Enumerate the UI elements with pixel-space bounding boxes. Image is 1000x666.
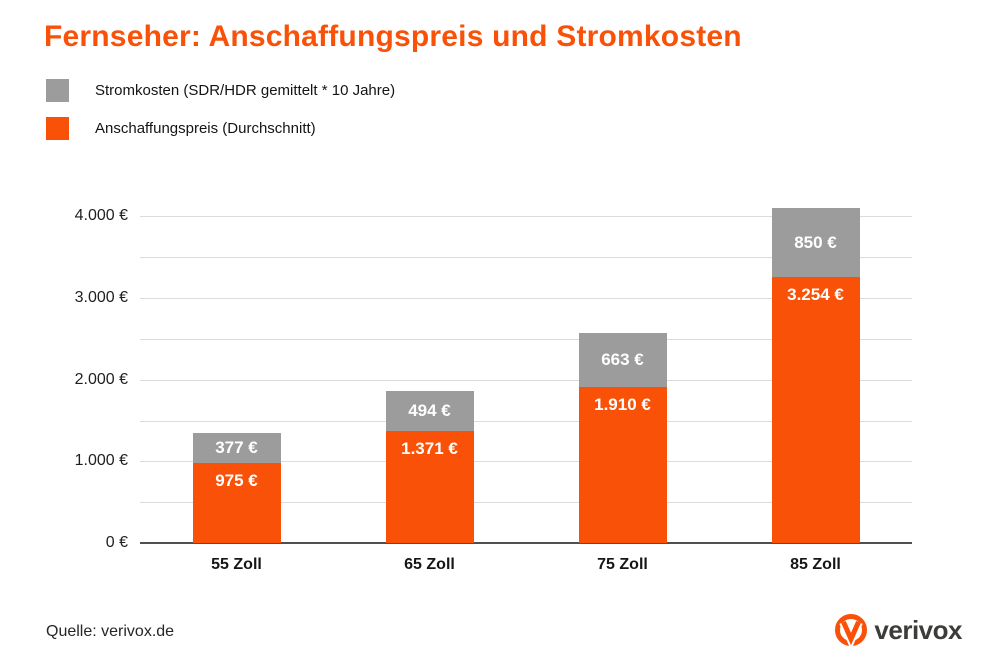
- legend-swatch-anschaffungspreis: [46, 116, 69, 140]
- gridline: [140, 461, 912, 463]
- y-axis-tick-label: 4.000 €: [74, 207, 128, 225]
- bar-value-label-anschaffungspreis: 1.910 €: [594, 395, 651, 415]
- y-axis-tick-label: 0 €: [105, 534, 128, 551]
- bar-value-label-stromkosten: 850 €: [794, 232, 837, 252]
- x-axis-category-label: 55 Zoll: [211, 556, 262, 573]
- verivox-logo-icon: [835, 614, 868, 648]
- bar-segment-stromkosten: [771, 207, 860, 278]
- legend: Stromkosten (SDR/HDR gemittelt * 10 Jahr…: [46, 78, 395, 154]
- gridline: [140, 298, 912, 299]
- legend-swatch-stromkosten: [46, 78, 69, 102]
- x-axis-category-label: 85 Zoll: [790, 556, 841, 573]
- bar-value-label-stromkosten: 377 €: [215, 437, 258, 457]
- gridline: [140, 420, 912, 422]
- bar-segment-anschaffungspreis: [385, 431, 474, 543]
- gridline: [140, 338, 912, 340]
- bar-segment-stromkosten: [578, 332, 667, 388]
- gridline: [140, 216, 912, 218]
- bar-segment-anschaffungspreis: [771, 277, 860, 543]
- legend-item-stromkosten: Stromkosten (SDR/HDR gemittelt * 10 Jahr…: [46, 78, 395, 102]
- bar-value-label-anschaffungspreis: 1.371 €: [401, 439, 458, 459]
- gridline: [140, 502, 912, 504]
- bar-value-label-stromkosten: 663 €: [601, 349, 644, 369]
- verivox-logo: verivox: [833, 612, 962, 648]
- gridline: [140, 257, 912, 259]
- chart-title: Fernseher: Anschaffungspreis und Stromko…: [44, 20, 742, 53]
- bar-segment-stromkosten: [192, 432, 281, 464]
- bar-segment-anschaffungspreis: [192, 463, 281, 543]
- bar-segment-stromkosten: [385, 390, 474, 432]
- gridline: [140, 379, 912, 381]
- plot-area: 0 € 1.000 € 2.000 € 3.000 € 4.000 € 975 € 377 …: [75, 200, 912, 573]
- source-note: Quelle: verivox.de: [46, 623, 175, 640]
- y-axis-tick-label: 1.000 €: [74, 452, 128, 470]
- verivox-logo-text: verivox: [874, 614, 962, 645]
- legend-item-anschaffungspreis: Anschaffungspreis (Durchschnitt): [46, 116, 395, 140]
- y-axis-tick-label: 3.000 €: [74, 289, 128, 306]
- legend-label-anschaffungspreis: Anschaffungspreis (Durchschnitt): [95, 119, 316, 137]
- x-axis-baseline: [140, 542, 912, 544]
- x-axis-category-label: 75 Zoll: [597, 556, 648, 573]
- bar-value-label-anschaffungspreis: 975 €: [215, 471, 258, 491]
- legend-label-stromkosten: Stromkosten (SDR/HDR gemittelt * 10 Jahr…: [95, 81, 396, 99]
- y-axis-tick-label: 2.000 €: [74, 370, 128, 388]
- bar-value-label-anschaffungspreis: 3.254 €: [787, 285, 844, 305]
- bar-value-label-stromkosten: 494 €: [408, 400, 451, 420]
- bar-segment-anschaffungspreis: [578, 387, 667, 543]
- x-axis-category-label: 65 Zoll: [404, 556, 455, 573]
